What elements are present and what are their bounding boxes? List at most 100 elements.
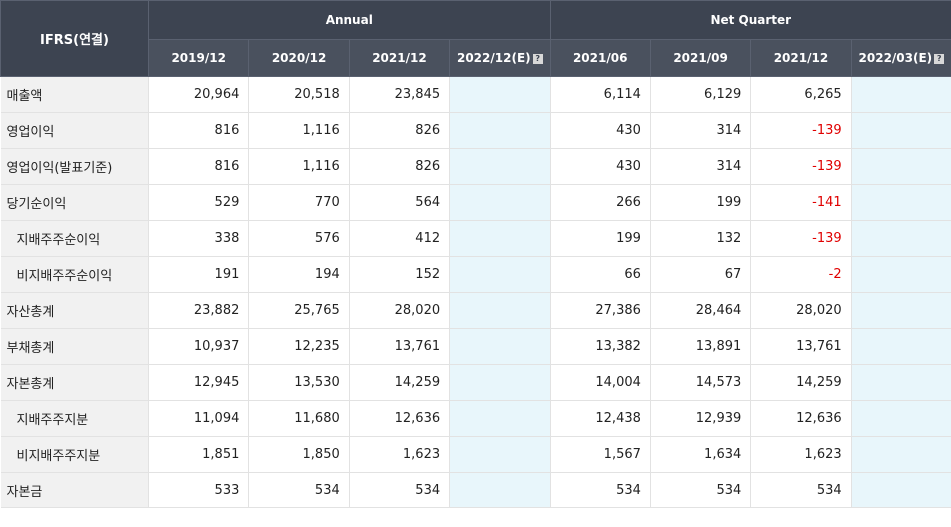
period-header-estimate: 2022/03(E)?	[850, 39, 951, 77]
table-cell: 11,680	[248, 400, 350, 437]
table-cell	[850, 112, 951, 149]
table-cell: -2	[750, 256, 852, 293]
table-cell: 66	[549, 256, 651, 293]
table-cell: 23,882	[147, 292, 249, 329]
table-cell: 14,004	[549, 364, 651, 401]
row-label: 당기순이익	[0, 184, 149, 221]
table-cell: 816	[147, 112, 249, 149]
table-cell: 534	[549, 472, 651, 508]
table-cell: 152	[348, 256, 450, 293]
table-row: 영업이익(발표기준) 816 1,116 826 430 314 -139	[0, 148, 951, 185]
table-cell: 11,094	[147, 400, 249, 437]
table-cell: 826	[348, 112, 450, 149]
table-cell: 314	[649, 112, 751, 149]
table-cell: 12,636	[348, 400, 450, 437]
table-cell: 430	[549, 148, 651, 185]
table-cell	[449, 184, 551, 221]
row-label: 영업이익	[0, 112, 149, 149]
table-cell: 1,850	[248, 436, 350, 473]
period-header: 2020/12	[248, 39, 350, 77]
table-row: 지배주주순이익 338 576 412 199 132 -139	[0, 220, 951, 257]
table-cell: 13,530	[248, 364, 350, 401]
table-cell: 12,235	[248, 328, 350, 365]
table-cell: 534	[248, 472, 350, 508]
table-cell: 13,761	[750, 328, 852, 365]
table-cell: 6,265	[750, 76, 852, 113]
table-cell: 191	[147, 256, 249, 293]
table-cell	[850, 256, 951, 293]
table-cell: 23,845	[348, 76, 450, 113]
table-cell: -139	[750, 112, 852, 149]
period-header: 2019/12	[147, 39, 250, 77]
table-cell: 576	[248, 220, 350, 257]
table-cell: 534	[348, 472, 450, 508]
table-cell: 199	[649, 184, 751, 221]
row-label: 매출액	[0, 76, 149, 113]
table-cell	[850, 220, 951, 257]
ifrs-header: IFRS(연결)	[0, 0, 149, 77]
table-cell	[850, 436, 951, 473]
table-cell: 6,114	[549, 76, 651, 113]
financial-summary-table: IFRS(연결) Annual Net Quarter 2019/12 2020…	[0, 0, 951, 508]
help-icon[interactable]: ?	[934, 54, 945, 64]
table-cell: 826	[348, 148, 450, 185]
table-cell	[449, 364, 551, 401]
table-cell: 13,382	[549, 328, 651, 365]
row-label: 영업이익(발표기준)	[0, 148, 149, 185]
table-cell: 28,020	[750, 292, 852, 329]
table-cell	[449, 256, 551, 293]
table-cell	[449, 328, 551, 365]
table-row: 자본금 533 534 534 534 534 534	[0, 472, 951, 508]
row-label: 자산총계	[0, 292, 149, 329]
table-cell	[449, 112, 551, 149]
row-label: 지배주주지분	[0, 400, 149, 437]
period-header-estimate: 2022/12(E)?	[449, 39, 551, 77]
row-label: 자본금	[0, 472, 149, 508]
table-cell: 14,259	[750, 364, 852, 401]
table-cell: 12,636	[750, 400, 852, 437]
row-label: 지배주주순이익	[0, 220, 149, 257]
table-cell: -139	[750, 220, 852, 257]
table-cell: 27,386	[549, 292, 651, 329]
table-cell	[850, 292, 951, 329]
table-cell: 1,851	[147, 436, 249, 473]
table-cell	[449, 292, 551, 329]
table-cell: 20,964	[147, 76, 249, 113]
table-cell	[850, 76, 951, 113]
table-cell: 199	[549, 220, 651, 257]
row-label: 비지배주주순이익	[0, 256, 149, 293]
table-cell: 412	[348, 220, 450, 257]
table-cell	[850, 472, 951, 508]
table-row: 비지배주주순이익 191 194 152 66 67 -2	[0, 256, 951, 293]
table-cell	[449, 400, 551, 437]
period-header: 2021/06	[549, 39, 651, 77]
table-cell: 12,945	[147, 364, 249, 401]
row-label: 자본총계	[0, 364, 149, 401]
table-cell: 430	[549, 112, 651, 149]
table-cell: 132	[649, 220, 751, 257]
table-cell: 14,259	[348, 364, 450, 401]
table-cell: 529	[147, 184, 249, 221]
table-cell: 28,020	[348, 292, 450, 329]
table-row: 자산총계 23,882 25,765 28,020 27,386 28,464 28,020	[0, 292, 951, 329]
table-cell: 1,634	[649, 436, 751, 473]
table-row: 자본총계 12,945 13,530 14,259 14,004 14,573 14,259	[0, 364, 951, 401]
table-cell: 1,567	[549, 436, 651, 473]
table-cell	[850, 148, 951, 185]
table-cell: 6,129	[649, 76, 751, 113]
table-cell	[850, 328, 951, 365]
table-cell: 13,891	[649, 328, 751, 365]
table-cell	[449, 472, 551, 508]
table-cell	[850, 184, 951, 221]
table-cell: 67	[649, 256, 751, 293]
table-cell: 20,518	[248, 76, 350, 113]
help-icon[interactable]: ?	[532, 54, 543, 64]
table-cell: -139	[750, 148, 852, 185]
row-label: 부채총계	[0, 328, 149, 365]
table-cell: 564	[348, 184, 450, 221]
table-row: 부채총계 10,937 12,235 13,761 13,382 13,891 13,761	[0, 328, 951, 365]
table-cell: 1,116	[248, 148, 350, 185]
table-cell: 338	[147, 220, 249, 257]
table-cell: 314	[649, 148, 751, 185]
table-cell	[449, 148, 551, 185]
